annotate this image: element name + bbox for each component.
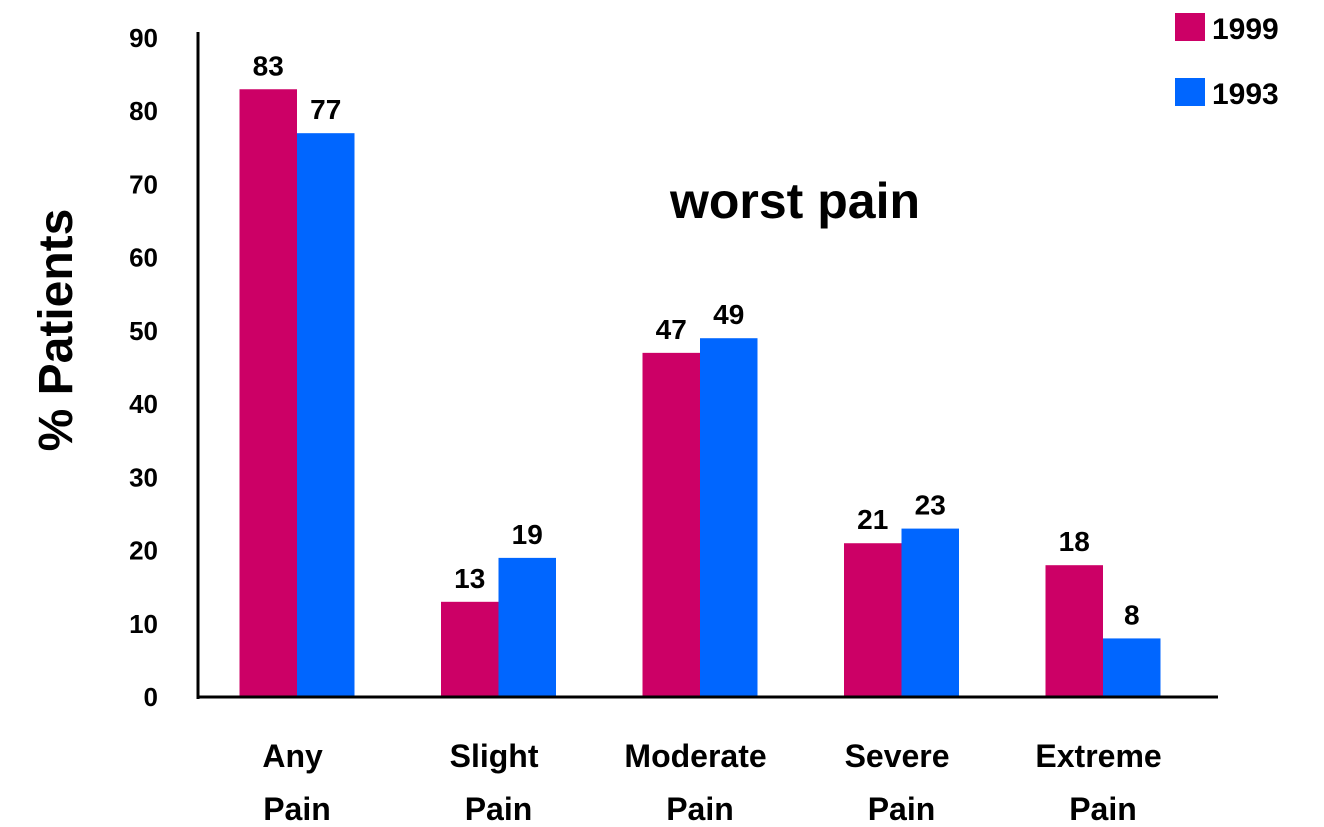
x-tick-label: Any Pain <box>262 738 331 827</box>
value-label: 23 <box>915 490 946 521</box>
x-tick-label: Slight Pain <box>450 738 548 827</box>
bar <box>901 528 959 697</box>
bar <box>239 89 297 697</box>
y-tick-label: 90 <box>129 23 158 53</box>
bar <box>1103 638 1161 697</box>
y-tick-label: 40 <box>129 389 158 419</box>
value-label: 77 <box>310 94 341 125</box>
y-axis-title: % Patients <box>30 209 83 452</box>
y-tick-label: 70 <box>129 169 158 199</box>
value-label: 8 <box>1124 599 1140 630</box>
value-label: 83 <box>253 50 284 81</box>
value-label: 49 <box>713 299 744 330</box>
x-tick-label: Severe Pain <box>845 738 959 827</box>
bar <box>642 352 700 697</box>
bar <box>498 557 556 697</box>
y-tick-label: 80 <box>129 96 158 126</box>
legend-label: 1999 <box>1212 13 1279 46</box>
bar <box>297 133 355 697</box>
x-tick-label: Extreme Pain <box>1035 738 1170 827</box>
y-tick-label: 10 <box>129 609 158 639</box>
value-label: 47 <box>656 314 687 345</box>
y-tick-label: 50 <box>129 316 158 346</box>
x-tick-label: Moderate Pain <box>624 738 775 827</box>
value-label: 19 <box>512 519 543 550</box>
value-label: 18 <box>1059 526 1090 557</box>
legend-swatch <box>1175 78 1205 106</box>
y-tick-label: 30 <box>129 462 158 492</box>
value-label: 13 <box>454 563 485 594</box>
value-label: 21 <box>857 504 888 535</box>
legend-swatch <box>1175 13 1205 41</box>
bar <box>700 338 758 697</box>
y-tick-label: 60 <box>129 243 158 273</box>
y-tick-label: 20 <box>129 536 158 566</box>
bar <box>1045 565 1103 697</box>
legend-label: 1993 <box>1212 78 1279 111</box>
chart-title: worst pain <box>669 173 920 229</box>
bar <box>844 543 902 697</box>
bar <box>441 601 499 697</box>
y-tick-label: 0 <box>144 682 158 712</box>
